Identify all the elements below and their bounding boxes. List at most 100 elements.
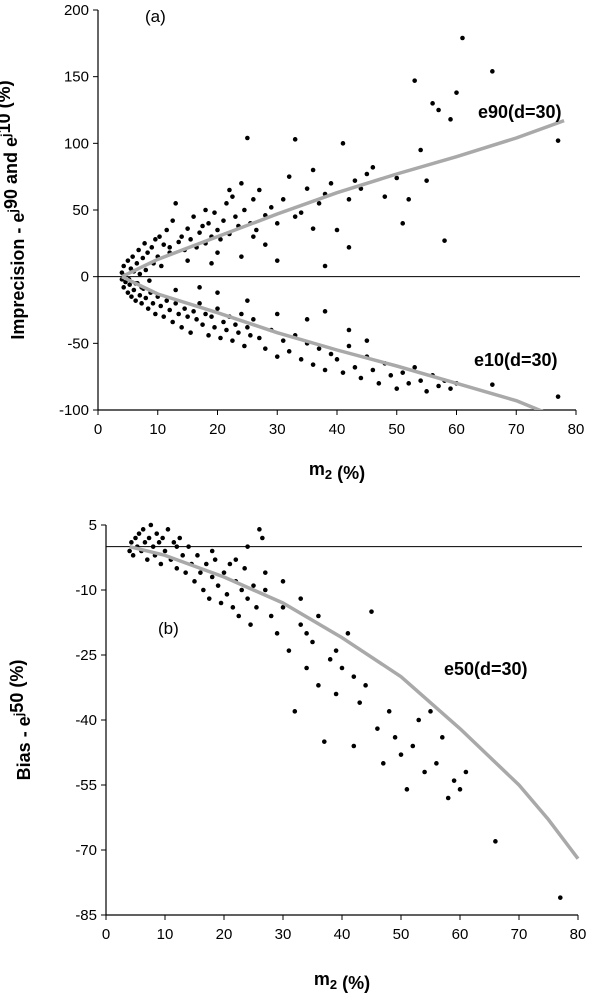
data-point [188, 237, 193, 242]
data-point [457, 787, 463, 792]
data-point [406, 381, 412, 386]
data-point [245, 135, 250, 141]
data-point [257, 527, 262, 532]
data-point [274, 631, 280, 636]
panel-a: -100 -50 0 50 100 150 200 0 10 20 30 40 50 60 70 80 m2 (… [0, 2, 584, 483]
data-point [221, 319, 226, 325]
data-point [183, 570, 188, 575]
data-point [404, 787, 410, 792]
data-point [351, 674, 357, 679]
data-point [215, 583, 221, 588]
data-point [239, 587, 244, 593]
data-point [412, 78, 417, 83]
data-point [224, 592, 230, 597]
x-axis-label: m2 (%) [314, 969, 370, 993]
data-point [158, 303, 164, 309]
data-point [157, 234, 162, 239]
data-point [206, 221, 211, 226]
y-tick-label: -70 [75, 842, 97, 859]
data-point [203, 311, 208, 317]
data-point [351, 743, 357, 749]
data-point [176, 239, 181, 245]
data-point [364, 338, 370, 343]
panel-label: (b) [158, 619, 179, 638]
data-point [248, 333, 253, 338]
data-point [345, 631, 351, 636]
data-point [322, 263, 328, 269]
data-point [304, 317, 310, 322]
data-point [215, 227, 220, 233]
data-point [128, 266, 134, 271]
data-point [370, 367, 376, 373]
annotation-label: e90(d=30) [478, 102, 562, 122]
x-tick-label: 20 [216, 926, 233, 943]
data-point [173, 301, 178, 306]
data-point [195, 553, 200, 558]
data-point [263, 570, 268, 575]
data-point [233, 214, 238, 219]
data-point [206, 596, 212, 601]
x-tick-label: 0 [94, 421, 102, 438]
fit-line-e10d30 [121, 275, 544, 410]
data-point [150, 301, 156, 306]
data-point [428, 709, 433, 714]
data-point [125, 258, 131, 263]
data-point [322, 309, 328, 314]
data-point [170, 218, 175, 223]
data-point [445, 795, 451, 801]
data-point [424, 178, 429, 183]
data-point [185, 314, 190, 319]
data-point [430, 101, 435, 106]
data-point [268, 613, 274, 619]
x-tick-label: 70 [511, 926, 528, 943]
data-point [490, 382, 495, 387]
data-point [218, 600, 224, 606]
data-point [254, 605, 259, 610]
data-point [140, 255, 146, 261]
y-tick-label: -10 [75, 582, 97, 599]
y-tick-label: 5 [89, 517, 97, 534]
data-point [230, 605, 236, 610]
data-point [245, 544, 250, 549]
data-point [209, 314, 214, 319]
data-point [127, 548, 132, 554]
x-tick-label: 30 [275, 926, 292, 943]
data-point [416, 717, 422, 723]
data-point [298, 622, 304, 627]
data-point [191, 214, 196, 219]
data-point [221, 570, 227, 575]
data-point [412, 365, 417, 370]
data-point [364, 171, 370, 177]
data-point [209, 548, 215, 554]
data-point [173, 287, 178, 293]
x-axis-label: m2 (%) [309, 459, 365, 483]
y-tick-label: -40 [75, 712, 97, 729]
data-point [274, 221, 280, 226]
data-point [339, 665, 345, 671]
data-point [334, 357, 340, 362]
data-point [370, 165, 376, 170]
data-point [230, 194, 235, 199]
data-point [212, 210, 217, 215]
data-point [316, 613, 321, 619]
data-point [212, 325, 217, 330]
data-point [333, 648, 339, 653]
x-tick-label: 0 [102, 926, 110, 943]
data-point [558, 895, 563, 900]
data-point [286, 648, 292, 653]
data-point [156, 540, 162, 545]
data-point [164, 227, 170, 233]
data-point [201, 587, 206, 593]
data-point [146, 535, 152, 541]
data-point [233, 557, 239, 562]
data-point [316, 346, 322, 351]
data-point [346, 343, 352, 349]
data-point [191, 309, 196, 314]
data-point [280, 338, 286, 343]
data-point [200, 223, 205, 229]
data-point [257, 187, 262, 193]
data-point [357, 700, 363, 705]
data-point [392, 735, 398, 740]
